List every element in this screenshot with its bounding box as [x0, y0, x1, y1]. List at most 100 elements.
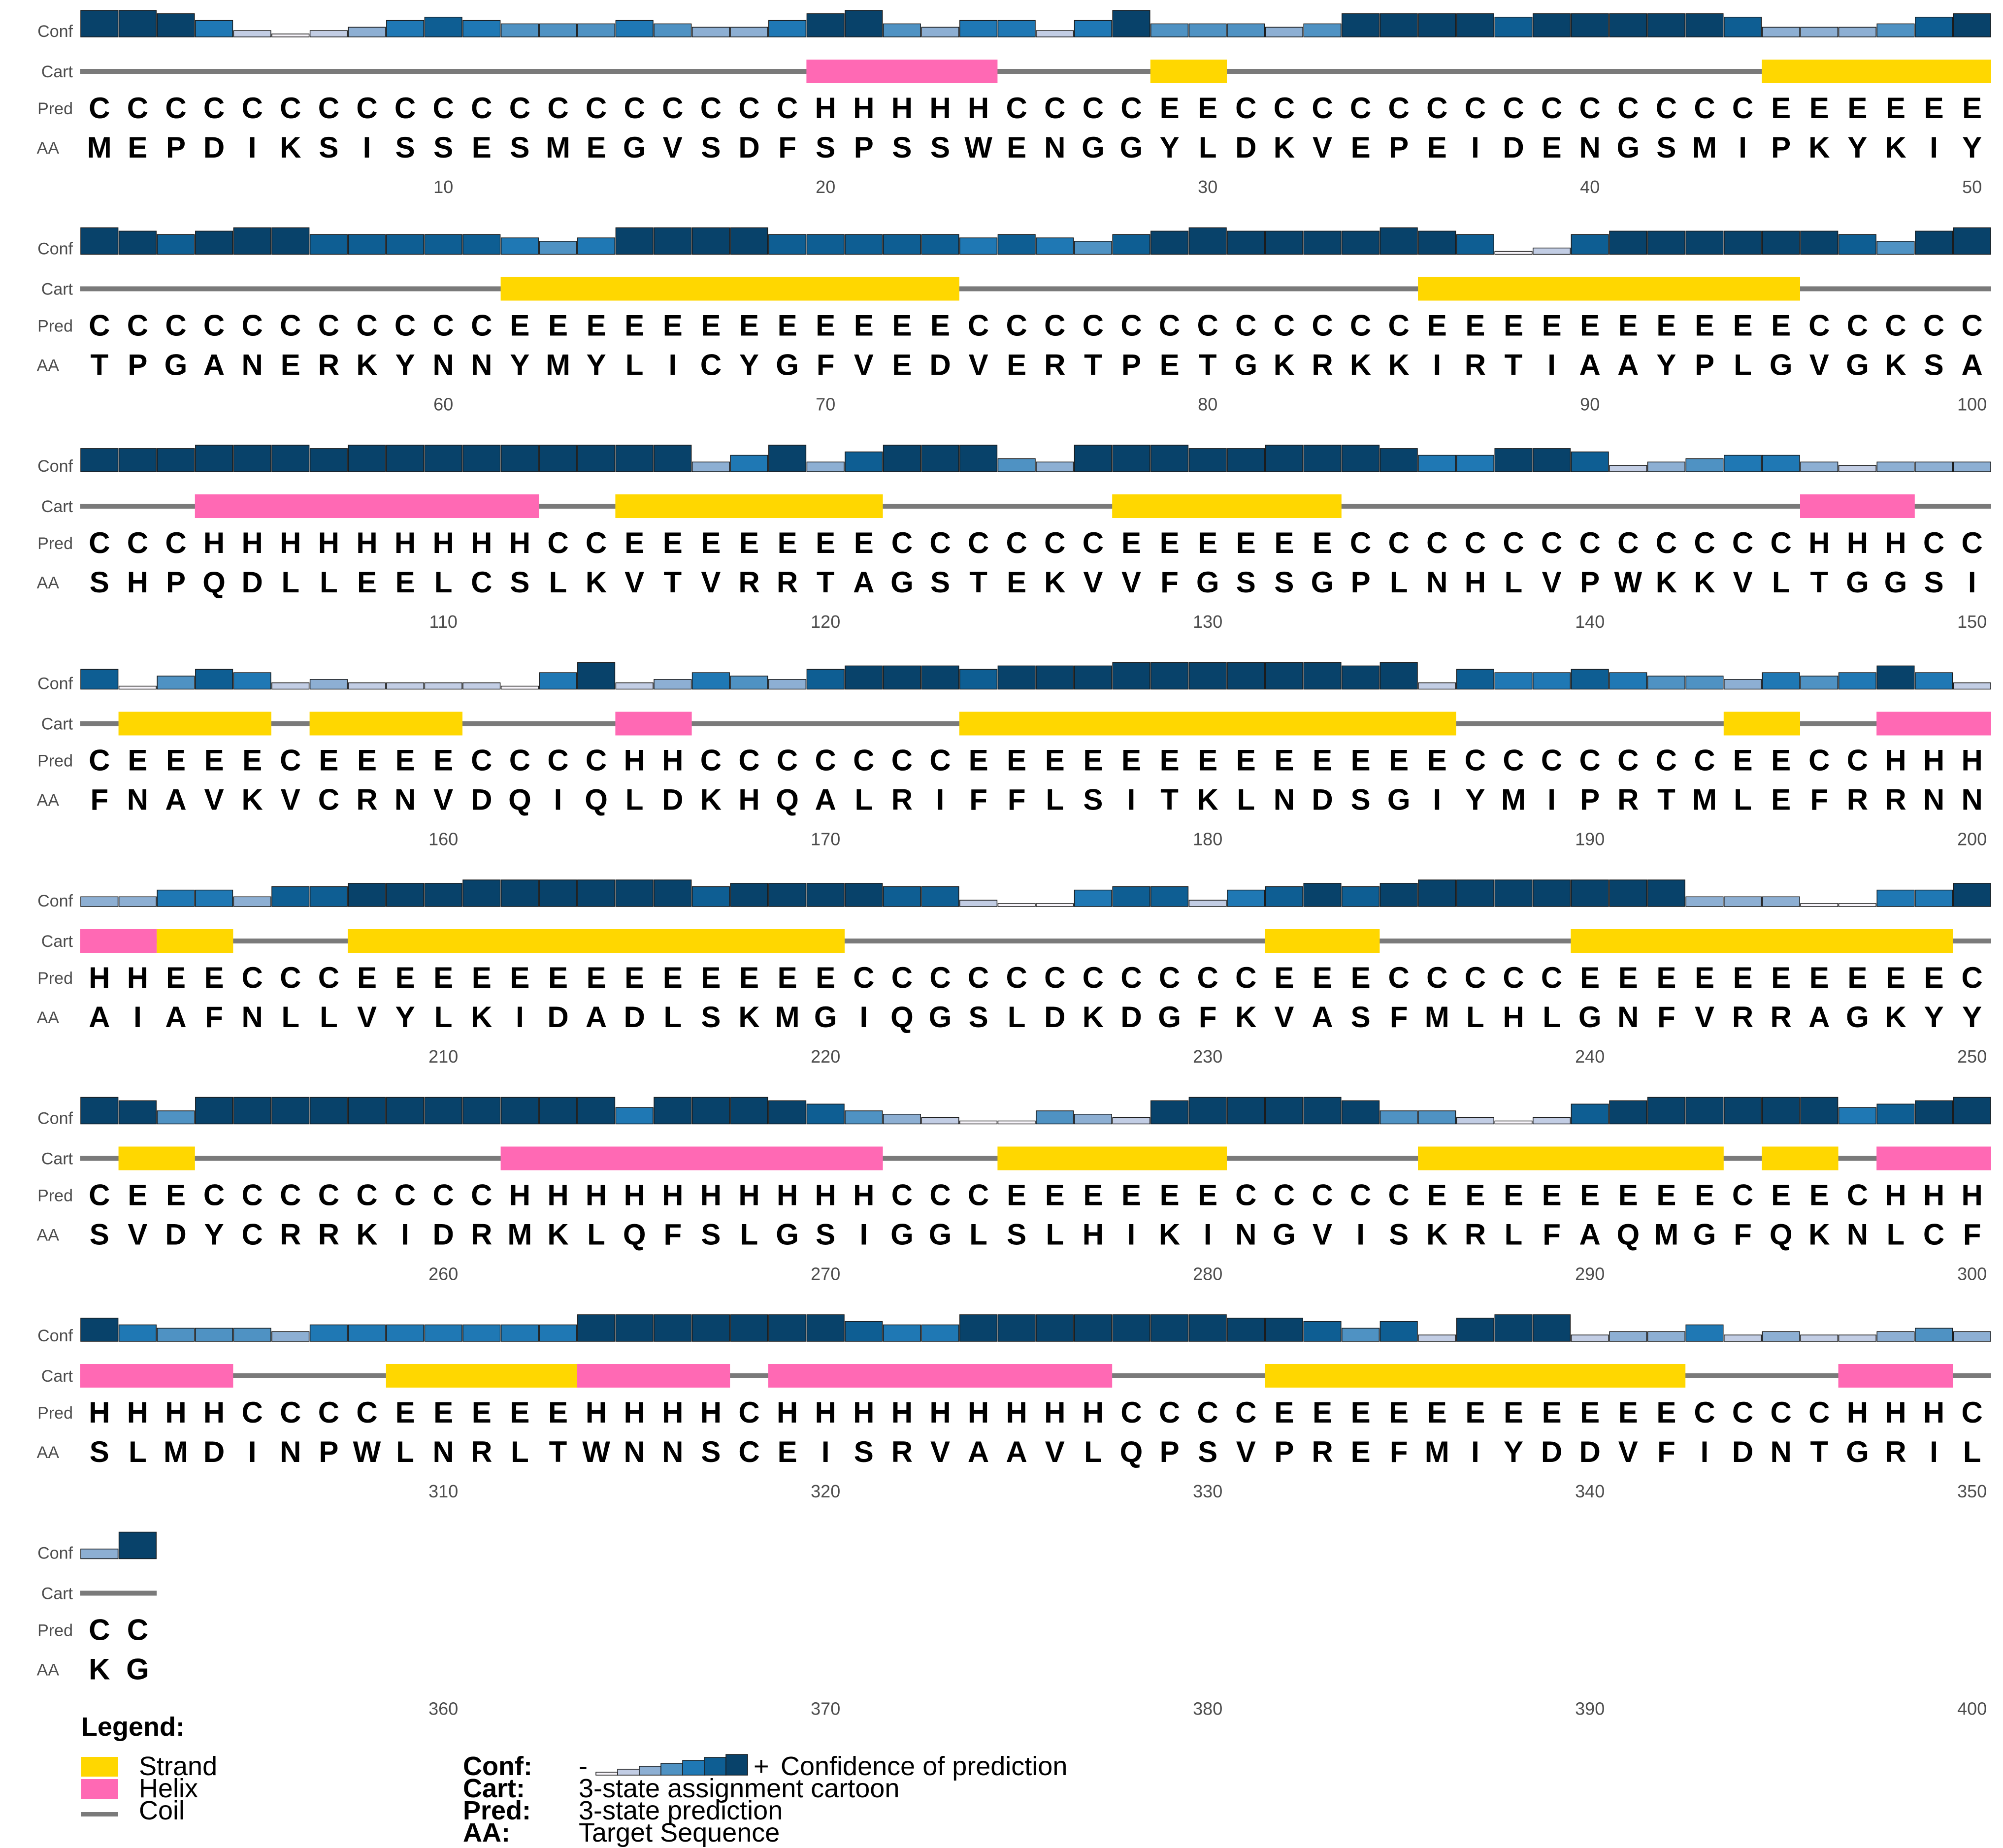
position-tick-label: 270	[811, 1264, 840, 1284]
pred-char: E	[816, 309, 835, 342]
aa-char: M	[87, 131, 112, 164]
pred-char: C	[1962, 526, 1983, 559]
conf-bar	[806, 1314, 845, 1342]
pred-char: E	[1656, 1396, 1676, 1429]
aa-char: T	[1160, 783, 1179, 816]
aa-char: I	[1930, 1435, 1938, 1468]
conf-bar	[539, 672, 577, 690]
pred-char: C	[700, 744, 722, 777]
conf-bar	[309, 886, 348, 907]
aa-char: R	[318, 349, 339, 382]
aa-char: V	[1618, 1435, 1638, 1468]
aa-char: R	[356, 783, 377, 816]
aa-char: R	[1847, 783, 1868, 816]
conf-bar	[1074, 445, 1112, 472]
aa-char: Y	[510, 349, 529, 382]
aa-char: K	[1426, 1218, 1447, 1251]
conf-bar	[157, 889, 195, 907]
aa-char: R	[1465, 349, 1486, 382]
aa-char: G	[1578, 1001, 1602, 1034]
aa-char: R	[891, 783, 913, 816]
aa-char: S	[319, 131, 338, 164]
aa-char: T	[1084, 349, 1102, 382]
pred-char: E	[1198, 92, 1217, 125]
conf-bar	[1609, 879, 1647, 907]
conf-bar	[309, 679, 348, 690]
aa-char: L	[281, 566, 299, 599]
position-tick-label: 400	[1957, 1699, 1987, 1719]
conf-bar	[845, 1321, 883, 1342]
aa-char: D	[203, 131, 225, 164]
aa-char: D	[1312, 783, 1333, 816]
pred-char: H	[586, 1179, 607, 1212]
pred-char: C	[1503, 961, 1524, 994]
conf-bar	[577, 1097, 616, 1125]
pred-char: H	[815, 92, 836, 125]
aa-char: S	[892, 131, 912, 164]
pred-char: E	[1656, 309, 1676, 342]
conf-bar	[577, 237, 616, 255]
conf-bar	[959, 1314, 998, 1342]
aa-char: N	[1847, 1218, 1868, 1251]
pred-char: E	[1045, 1179, 1065, 1212]
conf-bar	[845, 883, 883, 907]
aa-char: E	[472, 131, 492, 164]
aa-char: I	[1471, 1435, 1479, 1468]
pred-char: H	[929, 92, 951, 125]
aa-char: Y	[587, 349, 606, 382]
pred-char: H	[1962, 1179, 1983, 1212]
conf-bar	[730, 676, 768, 690]
aa-char: A	[1617, 349, 1639, 382]
aa-char: P	[128, 349, 147, 382]
aa-char: M	[1692, 131, 1717, 164]
conf-bar	[883, 234, 921, 255]
conf-bar	[654, 1314, 692, 1342]
aa-char: I	[1204, 1218, 1212, 1251]
aa-char: G	[814, 1001, 837, 1034]
conf-bar	[80, 1549, 119, 1559]
conf-bar	[1800, 676, 1839, 690]
conf-bar	[1724, 1097, 1762, 1125]
aa-char: Y	[1847, 131, 1867, 164]
conf-bar	[1188, 448, 1227, 472]
row-label-cart: Cart	[41, 497, 73, 516]
pred-char: C	[1579, 92, 1601, 125]
pred-char: E	[166, 961, 186, 994]
conf-bar	[1342, 230, 1380, 255]
conf-bar	[1647, 461, 1685, 472]
conf-bar	[80, 227, 119, 255]
pred-char: H	[242, 526, 263, 559]
conf-bar	[1494, 879, 1533, 907]
pred-char: C	[1426, 92, 1447, 125]
pred-char: C	[1083, 92, 1104, 125]
aa-char: I	[859, 1218, 868, 1251]
pred-char: C	[1388, 526, 1410, 559]
row-label-cart: Cart	[41, 63, 73, 81]
conf-bar	[883, 1324, 921, 1342]
pred-char: C	[394, 1179, 416, 1212]
conf-bar	[500, 1097, 539, 1125]
position-tick-label: 240	[1575, 1046, 1605, 1067]
pred-char: C	[1083, 526, 1104, 559]
pred-char: C	[280, 744, 301, 777]
pred-char: E	[816, 526, 835, 559]
conf-bar	[1265, 230, 1303, 255]
conf-bar	[1915, 1328, 1953, 1342]
aa-char: M	[507, 1218, 532, 1251]
aa-char: I	[1433, 783, 1441, 816]
pred-char: E	[128, 744, 147, 777]
conf-bar	[691, 461, 730, 472]
conf-bar	[577, 879, 616, 907]
aa-char: L	[1734, 783, 1752, 816]
conf-bar	[1724, 1334, 1762, 1342]
aa-char: Q	[623, 1218, 646, 1251]
aa-char: A	[165, 1001, 186, 1034]
cartoon-strand	[1418, 277, 1800, 301]
conf-bar	[500, 879, 539, 907]
aa-char: A	[1312, 1001, 1333, 1034]
position-tick-label: 60	[433, 394, 453, 415]
pred-char: C	[1044, 309, 1065, 342]
conf-bar	[959, 1120, 998, 1125]
pred-char: H	[700, 1179, 722, 1212]
pred-char: C	[1617, 92, 1639, 125]
